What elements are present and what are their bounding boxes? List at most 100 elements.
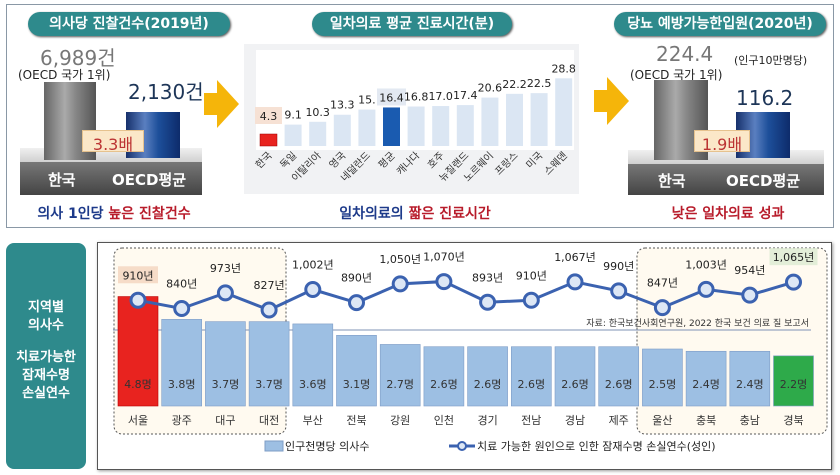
line-value-label: 1,003년 [685,258,727,271]
data-label: 16.8 [404,91,429,104]
bar-서울 [117,296,159,407]
bar-value-label: 2.2명 [780,378,808,391]
label-oecd: OECD평균 [726,172,801,190]
bar-전남 [510,346,552,407]
bar-value-label: 2.6명 [561,378,589,391]
consult-time-chart: 4.3한국9.1독일10.3이탈리아13.3영국15.네덜란드16.4평균16.… [253,50,576,184]
bar-value-label: 2.6명 [430,378,458,391]
ratio-badge: 1.9배 [694,130,750,154]
category-label: 평균 [376,150,398,172]
line-series [137,280,794,312]
data-label: 28.8 [551,62,576,75]
data-label: 17.0 [428,90,453,103]
ratio-badge: 3.3배 [82,130,144,154]
category-label: 한국 [253,150,275,172]
line-value-label: 1,067년 [554,251,596,264]
bar-캐나다 [407,106,425,146]
line-value-label: 840년 [166,277,197,290]
bar-대구 [205,321,246,407]
right-caption: 낮은 일차의료 성과 [671,206,785,222]
line-value-label: 910년 [516,269,547,282]
source-note: 자료: 한국보건사회연구원, 2022 한국 보건 의료 질 보고서 [586,317,809,329]
bar-value-label: 2.7명 [386,378,414,391]
bar-value-label: 2.5명 [649,378,677,391]
line-value-label: 990년 [603,260,634,273]
data-label: 16.4 [379,91,404,104]
line-point [566,273,584,291]
legend-bar-swatch [264,440,284,452]
category-label: 스웨덴 [542,150,570,178]
bar-노르웨이 [481,97,499,146]
bar-충남 [729,350,771,407]
data-label: 9.1 [284,109,302,122]
line-value-label: 954년 [734,264,765,277]
bar-value-label: 2.4명 [692,378,720,391]
category-label: 경북 [783,414,803,427]
line-value-label: 1,070년 [423,251,465,264]
line-value-label: 893년 [472,271,503,284]
korea-rank: (OECD 국가 1위) [630,68,723,82]
line-point [173,299,191,317]
diabetes-title: 당뇨 예방가능한입원(2020년) [614,12,826,36]
line-value-label: 910년 [122,269,153,282]
line-point [391,275,409,293]
data-label: 10.3 [305,106,330,119]
category-label: 광주 [172,414,192,427]
arrow-icon-head [217,80,239,128]
bar-뉴질랜드 [456,105,474,146]
arrow-icon [204,93,218,115]
label-bg [118,266,158,284]
line-point [610,282,628,300]
category-label: 미국 [524,150,546,172]
category-label: 경기 [477,414,497,427]
bar-value-label: 2.6명 [517,378,545,391]
middle-caption: 일차의료의 짧은 진료시간 [339,206,491,222]
label-bg [769,248,818,266]
bar-평균 [383,107,400,146]
bar-value-label: 3.1명 [343,378,371,391]
category-label: 전남 [521,414,541,427]
bar-value-label: 3.7명 [255,378,283,391]
label-korea: 한국 [48,171,76,189]
bar-울산 [642,348,683,407]
bar-경기 [467,346,508,407]
consult-time-title: 일차의료 평균 진료시간(분) [312,12,512,36]
category-label: 대구 [215,414,235,427]
category-label: 프랑스 [493,150,521,178]
bar-부산 [292,323,334,407]
oecd-diabetes-value: 116.2 [736,86,794,110]
data-label: 17.4 [453,89,478,102]
line-point [216,284,234,302]
category-label: 강원 [390,414,410,427]
sidebar-label: 지역별 의사수 치료가능한 잠재수명 손실연수 [6,243,86,469]
line-value-label: 973년 [210,262,241,275]
bar-value-label: 2.4명 [736,378,764,391]
bar-경남 [554,346,596,407]
data-label: 13.3 [330,99,355,112]
line-value-label: 1,050년 [379,253,421,266]
category-label: 충남 [740,414,760,427]
legend-bar-label: 인구천명당 의사수 [285,439,369,453]
bar-value-label: 2.6명 [474,378,502,391]
data-label: 22.5 [527,77,552,90]
base: 한국 OECD평균 [628,164,824,195]
left-caption: 의사 1인당 높은 진찰건수 [37,206,191,222]
regional-chart-box [97,242,832,470]
data-label: 4.3 [260,110,278,123]
line-point [479,293,497,311]
bar-미국 [530,93,548,146]
line-point [129,291,147,309]
category-label: 대전 [259,414,279,427]
base: 한국 OECD평균 [20,162,202,195]
bar-value-label: 3.7명 [212,378,240,391]
category-label: 제주 [609,414,629,427]
label-bg [377,88,406,106]
label-korea: 한국 [658,172,686,190]
category-label: 독일 [278,150,300,172]
bar-광주 [161,319,202,407]
bar-네덜란드 [358,109,376,146]
line-value-label: 1,002년 [292,259,334,272]
regional-chart: 자료: 한국보건사회연구원, 2022 한국 보건 의료 질 보고서 4.8명서울… [113,247,828,453]
bar-value-label: 3.6명 [299,378,327,391]
line-point [522,291,540,309]
